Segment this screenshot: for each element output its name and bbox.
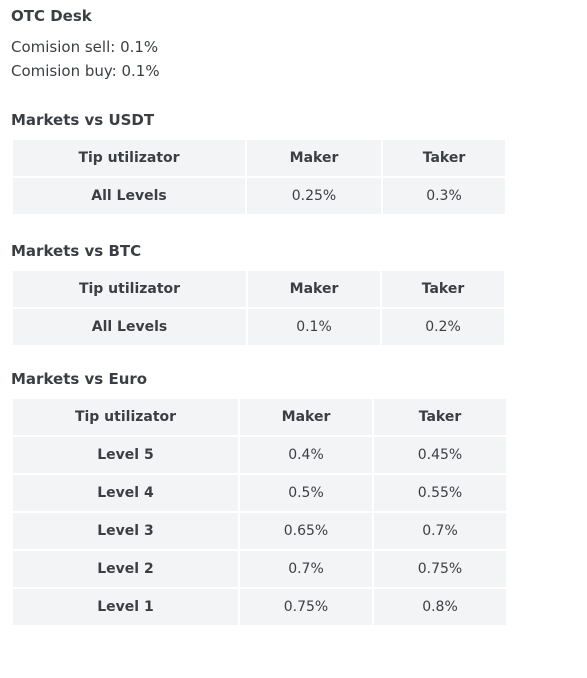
table-row: Level 4 0.5% 0.55% <box>13 475 506 511</box>
table-row: All Levels 0.25% 0.3% <box>13 178 505 214</box>
cell-level: All Levels <box>13 309 246 345</box>
table-row: Level 3 0.65% 0.7% <box>13 513 506 549</box>
fee-table-euro: Tip utilizator Maker Taker Level 5 0.4% … <box>11 397 508 627</box>
otc-desk-title: OTC Desk <box>11 7 92 25</box>
fee-page: OTC Desk Comision sell: 0.1% Comision bu… <box>11 0 571 627</box>
table-row: All Levels 0.1% 0.2% <box>13 309 504 345</box>
fee-table-btc: Tip utilizator Maker Taker All Levels 0.… <box>11 269 506 347</box>
cell-taker: 0.2% <box>382 309 504 345</box>
cell-maker: 0.65% <box>240 513 372 549</box>
section-title-euro: Markets vs Euro <box>11 370 148 388</box>
header-user-type: Tip utilizator <box>13 271 246 307</box>
cell-maker: 0.75% <box>240 589 372 625</box>
cell-taker: 0.75% <box>374 551 506 587</box>
header-maker: Maker <box>247 140 381 176</box>
header-taker: Taker <box>382 271 504 307</box>
otc-commission-buy: Comision buy: 0.1% <box>11 62 160 80</box>
cell-maker: 0.7% <box>240 551 372 587</box>
cell-taker: 0.7% <box>374 513 506 549</box>
cell-taker: 0.8% <box>374 589 506 625</box>
cell-taker: 0.3% <box>383 178 505 214</box>
cell-level: All Levels <box>13 178 245 214</box>
cell-level: Level 3 <box>13 513 238 549</box>
cell-maker: 0.5% <box>240 475 372 511</box>
table-row: Level 2 0.7% 0.75% <box>13 551 506 587</box>
cell-maker: 0.4% <box>240 437 372 473</box>
cell-level: Level 4 <box>13 475 238 511</box>
table-header-row: Tip utilizator Maker Taker <box>13 271 504 307</box>
table-header-row: Tip utilizator Maker Taker <box>13 140 505 176</box>
table-row: Level 1 0.75% 0.8% <box>13 589 506 625</box>
header-taker: Taker <box>374 399 506 435</box>
cell-taker: 0.55% <box>374 475 506 511</box>
cell-taker: 0.45% <box>374 437 506 473</box>
cell-maker: 0.25% <box>247 178 381 214</box>
header-user-type: Tip utilizator <box>13 399 238 435</box>
table-header-row: Tip utilizator Maker Taker <box>13 399 506 435</box>
header-maker: Maker <box>240 399 372 435</box>
header-maker: Maker <box>248 271 380 307</box>
header-taker: Taker <box>383 140 505 176</box>
table-row: Level 5 0.4% 0.45% <box>13 437 506 473</box>
section-title-btc: Markets vs BTC <box>11 242 142 260</box>
header-user-type: Tip utilizator <box>13 140 245 176</box>
section-title-usdt: Markets vs USDT <box>11 111 155 129</box>
cell-level: Level 1 <box>13 589 238 625</box>
otc-commission-sell: Comision sell: 0.1% <box>11 38 159 56</box>
cell-level: Level 2 <box>13 551 238 587</box>
cell-level: Level 5 <box>13 437 238 473</box>
cell-maker: 0.1% <box>248 309 380 345</box>
fee-table-usdt: Tip utilizator Maker Taker All Levels 0.… <box>11 138 507 216</box>
